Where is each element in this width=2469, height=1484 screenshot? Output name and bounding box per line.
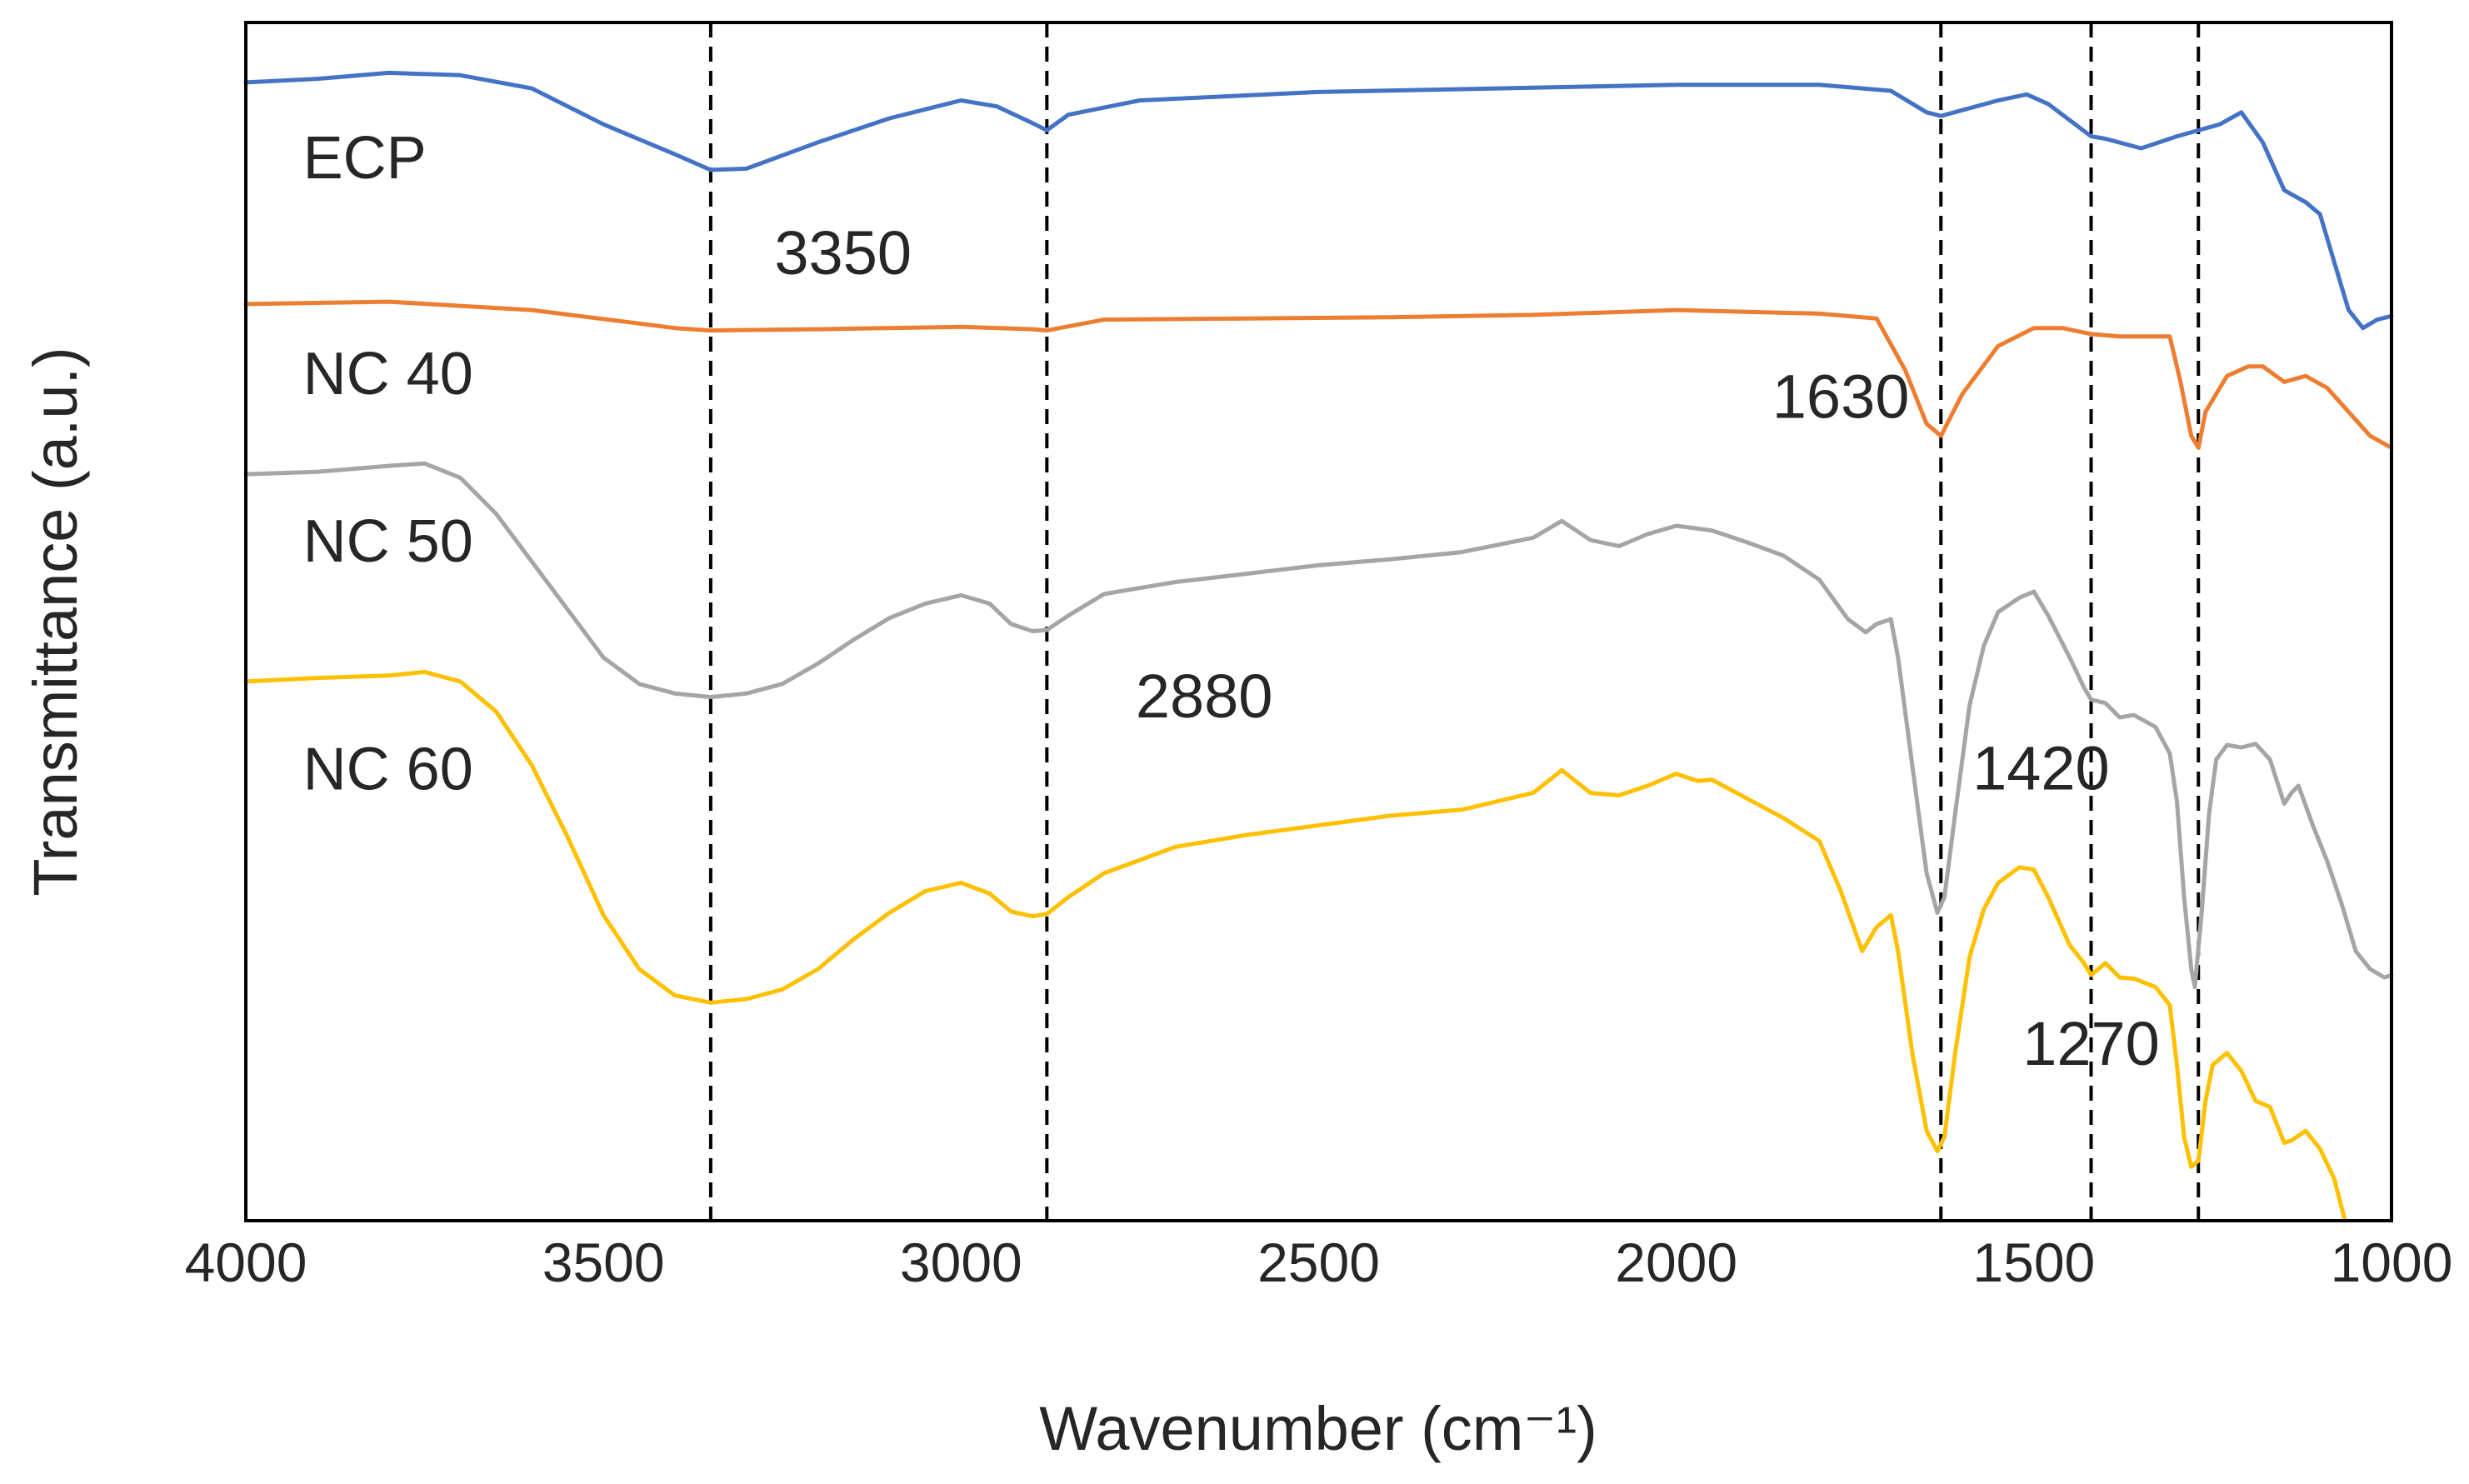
y-axis-label: Transmittance (a.u.) [21, 347, 90, 896]
peak-annotations: 3350 2880 1630 1420 1270 [774, 218, 2159, 1078]
peak-label-2880: 2880 [1136, 662, 1273, 731]
series-line-nc-50 [243, 461, 2394, 990]
x-tick-label-1500: 1500 [1972, 1232, 2095, 1293]
series-label-nc-40: NC 40 [303, 341, 473, 407]
x-tick-labels: 4000 3500 3000 2500 2000 1500 1000 [185, 1232, 2453, 1293]
x-tick-label-2000: 2000 [1615, 1232, 1737, 1293]
series-label-nc-60: NC 60 [303, 736, 473, 802]
series-labels: ECP NC 40 NC 50 NC 60 [303, 125, 473, 802]
x-tick-label-3500: 3500 [542, 1232, 665, 1293]
peak-label-1630: 1630 [1772, 362, 1910, 432]
peak-label-1270: 1270 [2022, 1009, 2160, 1078]
series-line-nc-60 [243, 669, 2347, 1223]
x-tick-label-3000: 3000 [900, 1232, 1022, 1293]
series-line-nc-40 [243, 299, 2394, 450]
x-tick-label-1000: 1000 [2331, 1232, 2453, 1293]
x-axis-label: Wavenumber (cm⁻¹) [1039, 1394, 1597, 1463]
series-label-nc-50: NC 50 [303, 508, 473, 575]
reference-lines [708, 22, 2201, 1221]
plot-frame [244, 21, 2393, 1222]
x-tick-label-2500: 2500 [1257, 1232, 1380, 1293]
series-lines [243, 70, 2394, 1223]
series-line-ecp [243, 70, 2394, 331]
x-tick-label-4000: 4000 [185, 1232, 307, 1293]
series-label-ecp: ECP [303, 125, 427, 192]
peak-label-1420: 1420 [1972, 733, 2110, 802]
peak-label-3350: 3350 [774, 218, 912, 287]
